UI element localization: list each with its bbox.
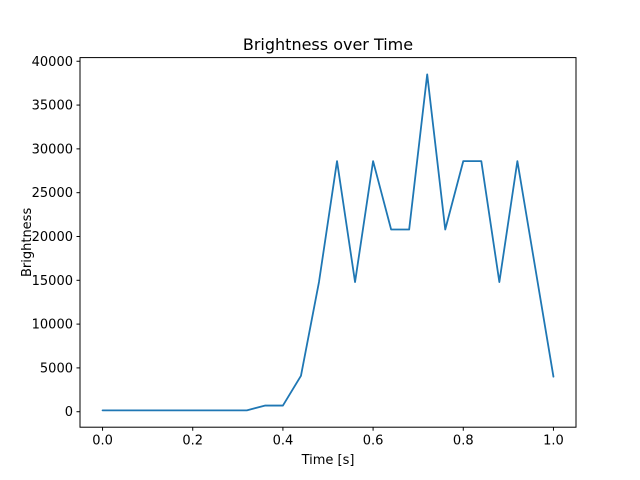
y-tick-label: 25000 (32, 186, 73, 201)
axes-frame (79, 57, 577, 428)
y-tick-label: 40000 (32, 55, 73, 70)
x-tick-label: 0.4 (273, 434, 294, 449)
y-tick-label: 20000 (32, 230, 73, 245)
x-axis-label: Time [s] (301, 453, 355, 468)
y-tick-label: 30000 (32, 142, 73, 157)
y-tick-label: 0 (65, 405, 73, 420)
x-tick-label: 1.0 (543, 434, 564, 449)
data-line-brightness (101, 73, 555, 412)
plot-area: 0.0 0.2 0.4 0.6 0.8 1.0 0 5000 10000 15000 20000 25… (32, 55, 577, 449)
x-tick-label: 0.6 (363, 434, 384, 449)
chart-title: Brightness over Time (243, 35, 413, 54)
x-tick-label: 0.2 (182, 434, 203, 449)
y-tick-label: 10000 (32, 318, 73, 333)
y-tick-label: 35000 (32, 99, 73, 114)
y-axis-label: Brightness (20, 208, 35, 277)
x-tick-label: 0.0 (92, 434, 113, 449)
x-tick-label: 0.8 (453, 434, 474, 449)
y-tick-label: 5000 (40, 361, 73, 376)
y-tick-label: 15000 (32, 274, 73, 289)
